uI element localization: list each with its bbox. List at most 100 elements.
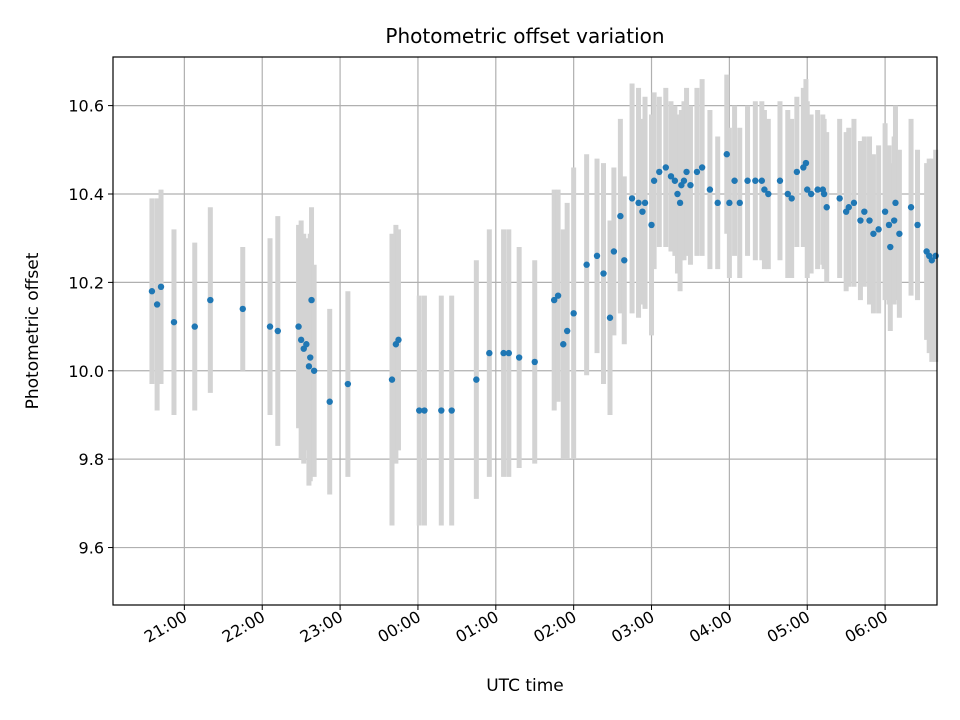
data-point <box>648 221 655 229</box>
x-axis-ticks: 21:00 22:00 23:00 00:00 01:00 02:00 03:00 04:00… <box>141 605 891 647</box>
x-tick-label: 05:00 <box>764 607 813 647</box>
data-point <box>890 217 898 224</box>
errorbars <box>149 74 939 526</box>
data-point <box>907 204 915 211</box>
data-point <box>674 190 681 198</box>
data-point <box>758 177 766 184</box>
data-point <box>667 173 675 180</box>
chart-title: Photometric offset variation <box>385 24 664 48</box>
data-point <box>932 252 939 260</box>
data-point <box>239 305 246 313</box>
data-point <box>388 376 396 383</box>
data-point <box>656 168 663 176</box>
data-point <box>928 257 936 264</box>
data-point <box>157 283 165 291</box>
data-point <box>723 151 730 158</box>
data-point <box>866 217 873 224</box>
data-point <box>639 208 646 215</box>
data-point <box>680 177 688 184</box>
data-point <box>662 164 669 171</box>
data-point <box>870 230 877 237</box>
data-point <box>266 323 274 330</box>
data-point <box>857 217 864 224</box>
y-tick-label: 10.6 <box>68 97 104 116</box>
data-point <box>310 367 318 374</box>
data-point <box>761 186 768 193</box>
data-point <box>698 164 706 171</box>
data-point <box>305 363 313 370</box>
y-tick-label: 9.8 <box>79 450 104 469</box>
data-point <box>593 252 601 260</box>
data-point <box>641 199 649 207</box>
data-point <box>303 341 310 348</box>
data-point <box>744 177 751 184</box>
data-point <box>814 186 821 193</box>
y-axis-ticks: 9.6 9.8 10.0 10.2 10.4 10.6 <box>68 97 113 558</box>
data-point <box>148 288 156 295</box>
x-tick-label: 22:00 <box>219 607 268 647</box>
data-point <box>308 296 315 304</box>
data-point <box>896 230 903 237</box>
data-point <box>683 168 690 176</box>
x-tick-label: 23:00 <box>297 607 346 647</box>
data-point <box>621 257 628 264</box>
x-tick-label: 02:00 <box>530 607 579 647</box>
data-point <box>823 204 830 211</box>
x-tick-label: 01:00 <box>452 607 501 647</box>
data-point <box>297 336 305 344</box>
data-point <box>326 398 333 405</box>
x-tick-label: 04:00 <box>686 607 735 647</box>
x-tick-label: 21:00 <box>141 607 190 647</box>
data-point <box>207 296 214 304</box>
data-point <box>307 354 314 361</box>
data-point <box>850 199 858 207</box>
data-point <box>706 186 714 193</box>
data-point <box>820 190 828 198</box>
data-point <box>752 177 759 184</box>
data-point <box>421 407 428 414</box>
data-point <box>473 376 480 383</box>
y-tick-label: 9.6 <box>79 539 104 558</box>
data-point <box>500 349 507 357</box>
data-point <box>788 195 795 202</box>
data-point <box>617 212 624 220</box>
data-point <box>344 380 352 388</box>
data-point <box>560 341 567 348</box>
data-point <box>836 195 843 202</box>
data-point <box>765 190 772 198</box>
data-point <box>486 349 493 357</box>
data-point <box>687 181 694 189</box>
data-point <box>438 407 445 414</box>
data-point <box>570 310 577 317</box>
data-point <box>784 190 791 198</box>
y-axis-label: Photometric offset <box>23 252 43 409</box>
x-tick-label: 00:00 <box>375 607 424 647</box>
data-point <box>650 177 658 184</box>
x-tick-label: 06:00 <box>842 607 891 647</box>
data-point <box>807 190 815 198</box>
data-point <box>600 270 607 277</box>
data-point <box>875 226 882 233</box>
data-point <box>563 327 571 335</box>
data-point <box>676 199 684 207</box>
data-point <box>153 301 161 308</box>
data-point <box>295 323 302 330</box>
data-point <box>554 292 562 299</box>
data-point <box>448 407 455 414</box>
data-point <box>885 221 893 229</box>
data-point <box>531 358 538 366</box>
data-point <box>726 199 733 207</box>
data-point <box>802 159 810 167</box>
data-point <box>731 177 738 184</box>
data-point <box>505 349 512 357</box>
data-point <box>714 199 721 207</box>
data-point <box>395 336 402 344</box>
data-point <box>861 208 868 215</box>
data-point <box>892 199 899 207</box>
data-point <box>845 204 852 211</box>
data-point <box>671 177 679 184</box>
data-point <box>416 407 423 414</box>
data-point <box>170 318 178 326</box>
data-point <box>628 195 636 202</box>
